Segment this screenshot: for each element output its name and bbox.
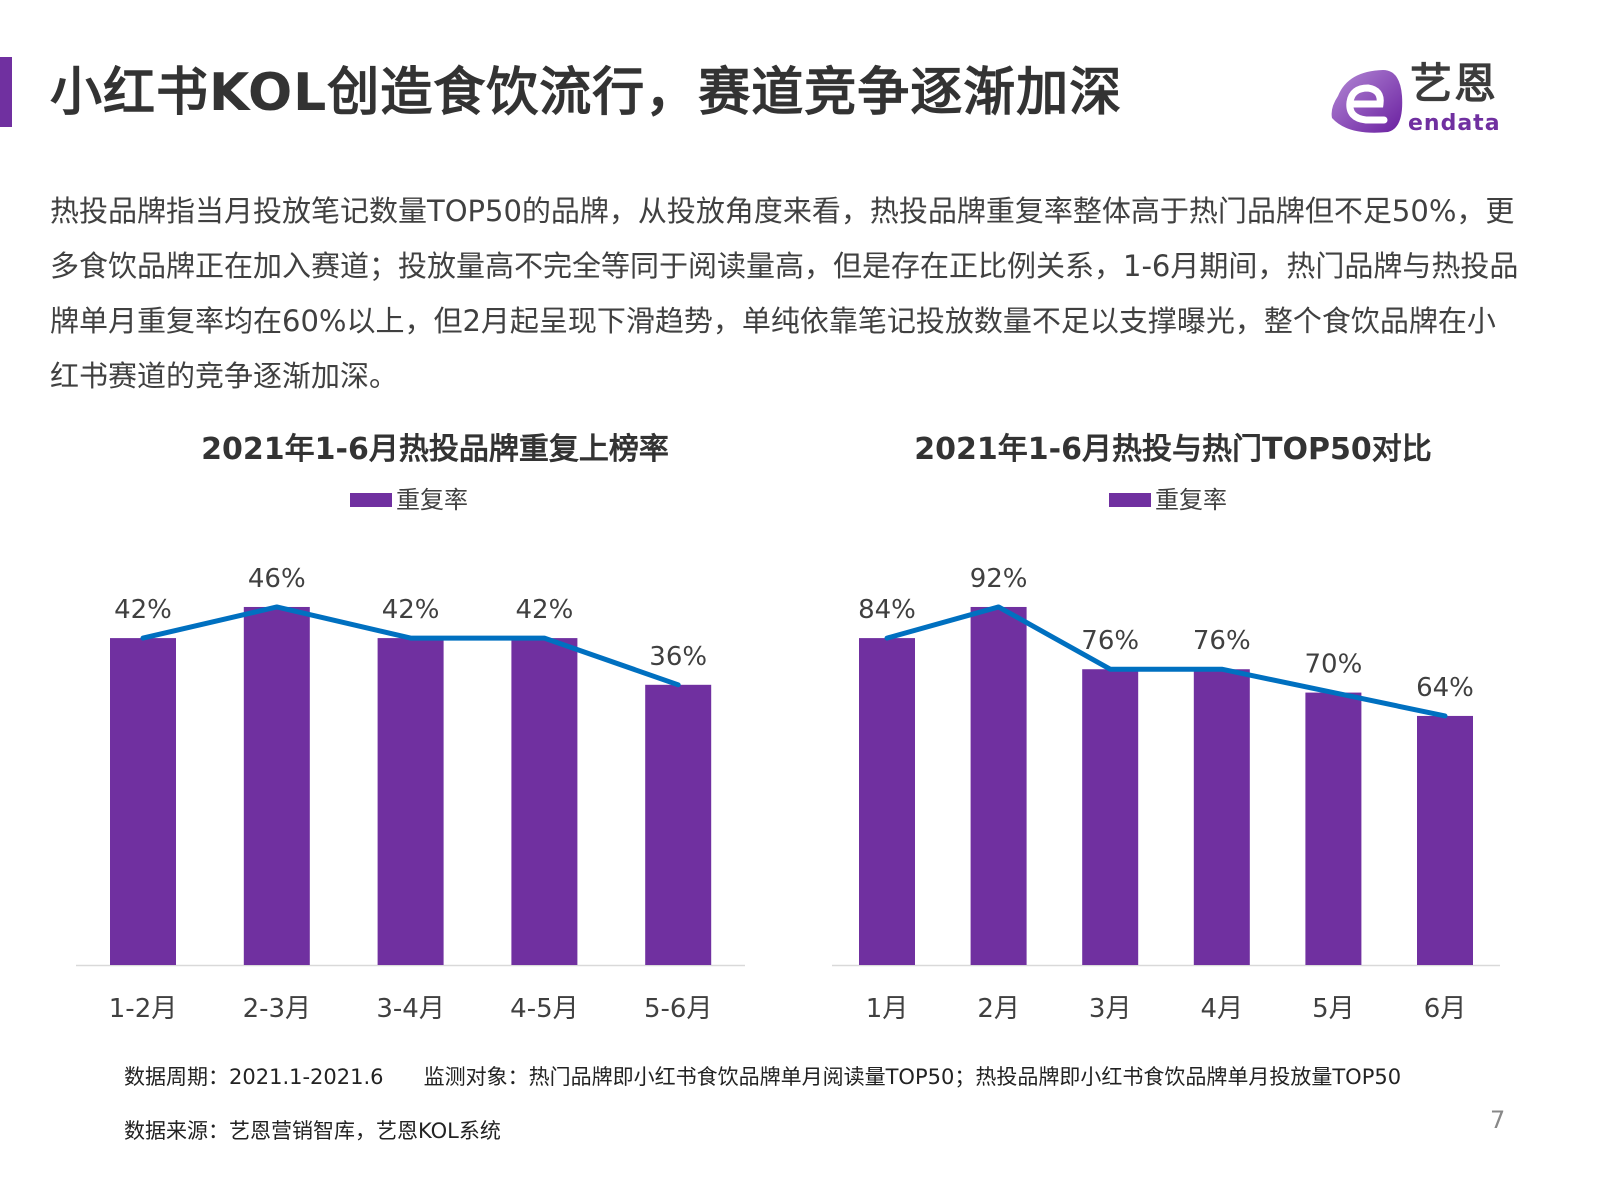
bar	[511, 638, 578, 965]
data-label: 92%	[970, 564, 1028, 594]
chart1-legend: 重复率	[350, 486, 468, 514]
legend-label: 重复率	[1155, 486, 1227, 514]
logo-cn-text: 艺恩	[1410, 59, 1499, 108]
chart2-title: 2021年1-6月热投与热门TOP50对比	[914, 432, 1432, 467]
x-tick-label: 5-6月	[644, 994, 712, 1024]
data-label: 46%	[248, 564, 306, 594]
x-tick-label: 5月	[1312, 994, 1355, 1024]
bar	[859, 638, 915, 965]
x-tick-label: 2-3月	[243, 994, 311, 1024]
chart1-title: 2021年1-6月热投品牌重复上榜率	[201, 432, 669, 467]
footer-target: 监测对象：热门品牌即小红书食饮品牌单月阅读量TOP50；热投品牌即小红书食饮品牌…	[423, 1065, 1402, 1089]
page-title: 小红书KOL创造食饮流行，赛道竞争逐渐加深	[50, 63, 1123, 123]
data-label: 42%	[382, 595, 440, 625]
footer-period-target: 数据周期：2021.1-2021.6 监测对象：热门品牌即小红书食饮品牌单月阅读…	[124, 1064, 1401, 1090]
title-accent-bar	[0, 57, 12, 127]
x-tick-label: 2月	[977, 994, 1020, 1024]
data-label: 76%	[1081, 626, 1139, 656]
data-label: 70%	[1305, 650, 1363, 680]
logo-en-text: endata	[1408, 111, 1501, 136]
x-tick-label: 3月	[1089, 994, 1132, 1024]
x-tick-label: 1-2月	[109, 994, 177, 1024]
bar	[1305, 692, 1362, 965]
footer-period: 数据周期：2021.1-2021.6	[124, 1065, 384, 1089]
bar	[1082, 669, 1139, 965]
data-label: 84%	[858, 595, 916, 625]
summary-paragraph: 热投品牌指当月投放笔记数量TOP50的品牌，从投放角度来看，热投品牌重复率整体高…	[50, 194, 1519, 393]
x-tick-label: 6月	[1424, 994, 1467, 1024]
x-tick-label: 4月	[1201, 994, 1244, 1024]
legend-label: 重复率	[396, 486, 468, 514]
data-label: 36%	[649, 642, 707, 672]
bar	[1193, 669, 1250, 965]
data-label: 42%	[114, 595, 172, 625]
bar	[377, 638, 444, 965]
data-label: 42%	[516, 595, 574, 625]
page-number: 7	[1490, 1106, 1506, 1134]
x-tick-label: 3-4月	[376, 994, 444, 1024]
trend-line	[140, 604, 681, 688]
data-label: 76%	[1193, 626, 1251, 656]
endata-logo: 艺恩 endata	[1328, 62, 1518, 142]
footer-source: 数据来源：艺恩营销智库，艺恩KOL系统	[124, 1119, 501, 1143]
trend-line	[884, 604, 1448, 719]
bar	[645, 684, 712, 965]
x-tick-label: 1月	[866, 994, 909, 1024]
legend-swatch	[1109, 493, 1151, 507]
data-label: 64%	[1416, 673, 1474, 703]
bar	[110, 638, 176, 965]
bar	[1417, 715, 1473, 965]
legend-swatch	[350, 493, 392, 507]
bar	[970, 606, 1027, 965]
chart2-legend: 重复率	[1109, 486, 1227, 514]
bar	[243, 606, 310, 965]
x-tick-label: 4-5月	[510, 994, 578, 1024]
logo-e-icon	[1331, 70, 1403, 133]
